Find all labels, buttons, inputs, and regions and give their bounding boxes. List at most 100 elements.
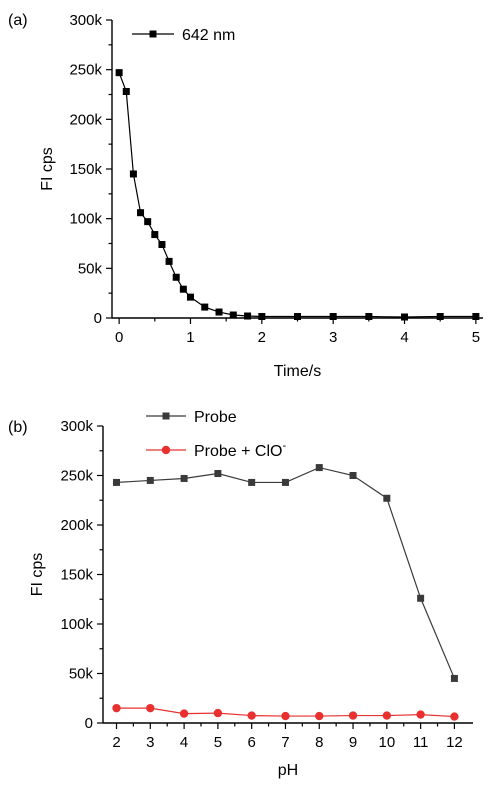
panel-a-data-point (258, 313, 266, 321)
panel-a-x-tick-label: 1 (186, 329, 194, 346)
panel-a-legend-label-text: 642 nm (182, 27, 235, 44)
panel-a-data-point (201, 303, 209, 311)
panel-b-data-point (112, 703, 121, 713)
panel-a-data-point (401, 313, 409, 321)
panel-a-data-point (129, 170, 137, 178)
panel-b-data-point (180, 474, 188, 482)
panel-b-x-tick-label: 7 (281, 734, 289, 751)
panel-b-data-point (146, 703, 155, 713)
panel-a-y-axis-label: FI cps (39, 147, 56, 191)
panel-a-data-point (229, 311, 237, 319)
panel-b-data-point (213, 708, 223, 718)
panel-a-data-point (215, 308, 223, 316)
panel-b-x-tick-label: 3 (146, 734, 154, 751)
panel-b-y-tick-label: 100k (60, 616, 93, 633)
panel-b-legend-marker (161, 445, 171, 455)
panel-a-data-point (436, 313, 444, 321)
panel-b-data-point (281, 711, 290, 721)
panel-a-data-point (158, 240, 166, 248)
panel-a-data-point (365, 313, 373, 321)
panel-b-label: (b) (8, 419, 28, 436)
panel-a-data-point (172, 273, 180, 281)
panel-b-data-point (315, 464, 323, 472)
panel-a-series-1 (115, 69, 480, 321)
panel-b-data-point (146, 476, 154, 484)
panel-b-chart: 0 50k 100k 150k 200k 250k 300k 2 3 4 5 6 7 8 9 10 11 12 FI… (8, 409, 473, 779)
panel-b-y-tick-label: 50k (69, 666, 94, 683)
panel-b-legend-entry: Probe + ClO- (146, 440, 286, 460)
panel-a-y-tick-label: 0 (94, 310, 102, 327)
panel-b-series-line (116, 466, 455, 679)
panel-a-y-tick-label: 150k (69, 161, 102, 178)
panel-b-x-tick-label: 12 (446, 734, 463, 751)
panel-b-x-axis-label: pH (278, 762, 298, 779)
panel-b-series-2 (112, 703, 459, 721)
panel-b-data-point (315, 711, 324, 721)
panel-a-legend-entry: 642 nm (132, 27, 235, 44)
panel-b-data-point (349, 472, 357, 479)
panel-a-legend-marker (149, 30, 157, 38)
panel-b-legend-label-text: Probe (194, 409, 237, 426)
panel-a-series-line (118, 72, 476, 318)
panel-b-y-tick-label: 300k (60, 418, 93, 435)
panel-b-x-tick-label: 9 (349, 734, 357, 751)
panel-a-data-point (329, 313, 337, 321)
panel-b-series-1 (113, 464, 458, 682)
panel-b-legend-entry: Probe (146, 409, 237, 426)
panel-b-data-point (281, 478, 289, 486)
panel-a-x-tick-label: 5 (472, 329, 480, 346)
panel-b-data-point (179, 709, 189, 718)
panel-a-data-point (165, 257, 173, 265)
panel-a-legend-label: 642 nm (182, 27, 235, 44)
panel-b-x-tick-label: 8 (315, 734, 323, 751)
panel-a-data-point (144, 218, 152, 226)
panel-a-data-point (137, 209, 145, 217)
panel-b-data-point (417, 594, 425, 602)
panel-a-data-point (122, 88, 130, 96)
panel-b-x-tick-label: 4 (180, 734, 188, 751)
panel-b-legend-label: Probe (194, 409, 237, 426)
panel-a-label: (a) (8, 12, 28, 29)
panel-a-x-tick-label: 4 (400, 329, 408, 346)
panel-b-legend-label: Probe + ClO- (194, 440, 286, 460)
panel-b-data-point (450, 674, 458, 682)
panel-a-y-tick-label: 50k (78, 260, 103, 277)
panel-b-x-tick-label: 5 (214, 734, 222, 751)
panel-a-data-point (294, 313, 301, 321)
panel-b-y-tick-label: 200k (60, 517, 93, 534)
panel-a-x-tick-label: 3 (329, 329, 337, 346)
panel-a-y-tick-label: 300k (69, 12, 102, 29)
panel-a-data-point (244, 312, 252, 320)
panel-b-y-tick-label: 250k (60, 468, 93, 485)
panel-b-data-point (348, 711, 358, 720)
panel-b-legend-label-text: Probe + ClO (194, 443, 282, 460)
panel-a-data-point (151, 231, 159, 239)
panel-a-data-point (179, 285, 187, 293)
panel-b-y-tick-label: 150k (60, 567, 93, 584)
panel-b-data-point (450, 712, 459, 721)
panel-b-data-point (416, 710, 425, 719)
panel-b-legend-marker (162, 412, 170, 420)
panel-a-data-point (115, 69, 123, 77)
panel-b-data-point (247, 711, 256, 720)
panel-b-data-point (214, 470, 222, 478)
panel-a-data-point (186, 293, 194, 301)
panel-a-x-tick-label: 2 (258, 329, 266, 346)
panel-a-y-tick-label: 100k (69, 211, 102, 228)
panel-a-data-point (472, 313, 480, 321)
panel-a-chart: 0 50k 100k 150k 200k 250k 300k 0 1 2 3 4 5 FI cps Time… (8, 12, 483, 380)
panel-b-x-tick-label: 2 (112, 734, 120, 751)
panel-b-y-axis-label: FI cps (29, 553, 46, 597)
panel-b-data-point (383, 494, 391, 502)
panel-a-x-tick-label: 0 (115, 329, 123, 346)
panel-b-x-tick-label: 10 (378, 734, 395, 751)
panel-b-data-point (382, 711, 392, 720)
panel-b-y-tick-label: 0 (85, 715, 93, 732)
panel-a-y-tick-label: 200k (69, 111, 102, 128)
panel-b-x-tick-label: 11 (413, 734, 429, 751)
panel-a-y-tick-label: 250k (69, 62, 102, 79)
panel-b-x-tick-label: 6 (248, 734, 256, 751)
panel-b-legend-label-superscript: - (282, 440, 286, 452)
panel-b-data-point (113, 478, 121, 486)
